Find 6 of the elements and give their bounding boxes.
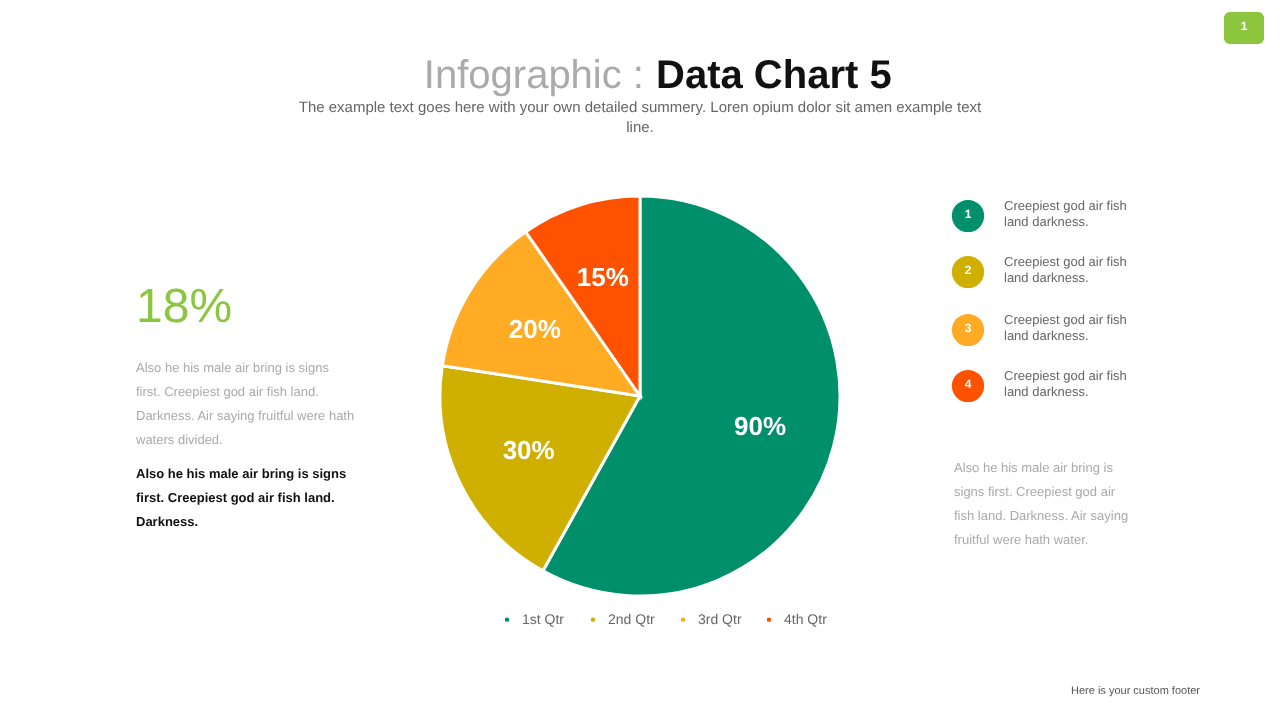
data-label: 90%: [734, 411, 787, 442]
data-label: 15%: [576, 261, 630, 292]
chart-title: Infographic : Data Chart 5: [423, 54, 892, 98]
data-label: 20%: [508, 314, 562, 345]
data-label: 30%: [502, 434, 556, 465]
text: 18%: [136, 280, 233, 334]
